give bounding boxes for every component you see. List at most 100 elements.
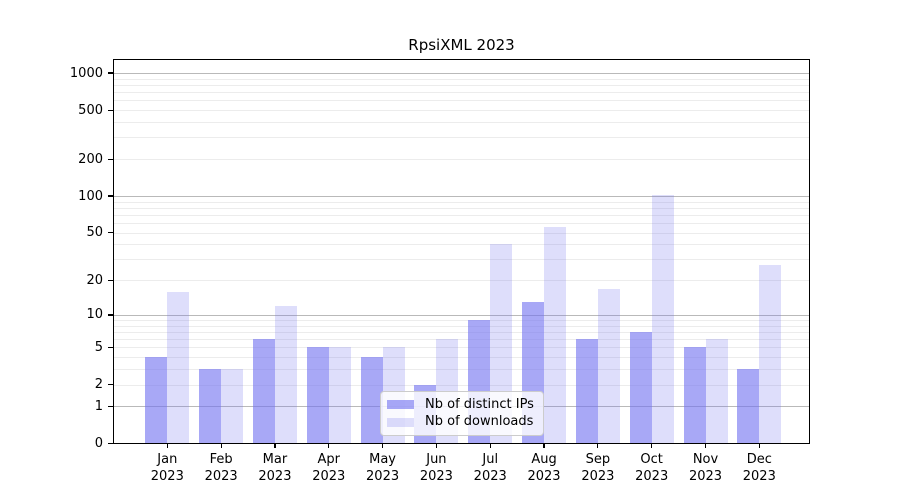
gridline-minor — [113, 384, 810, 386]
x-tick-mark — [328, 443, 330, 448]
legend-item-downloads: Nb of downloads — [387, 414, 537, 431]
y-tick-label: 10 — [86, 307, 103, 323]
y-tick-mark — [108, 405, 113, 407]
legend: Nb of distinct IPs Nb of downloads — [380, 391, 544, 436]
y-tick-mark — [108, 232, 113, 234]
gridline-minor — [113, 332, 810, 333]
gridline-minor — [113, 347, 810, 349]
gridline-minor — [113, 320, 810, 322]
x-tick-mark — [704, 443, 707, 448]
gridline-minor — [113, 110, 810, 112]
legend-label-downloads: Nb of downloads — [425, 414, 534, 430]
y-tick-label: 500 — [78, 102, 103, 118]
x-tick-label: Mar 2023 — [258, 452, 292, 484]
gridline-minor — [113, 357, 810, 359]
y-tick-mark — [108, 195, 113, 197]
gridline-minor — [113, 85, 810, 86]
x-tick-mark — [489, 443, 491, 448]
bar-distinct-ips — [683, 347, 706, 444]
x-tick-mark — [274, 443, 276, 448]
x-tick-label: Feb 2023 — [204, 452, 238, 484]
x-tick-label: Sep 2023 — [581, 452, 615, 484]
x-tick-mark — [381, 443, 384, 448]
x-tick-label: Jan 2023 — [150, 452, 184, 484]
y-tick-mark — [108, 346, 113, 348]
bar-downloads — [221, 369, 244, 444]
y-tick-mark — [108, 442, 113, 445]
bar-downloads — [274, 305, 297, 444]
gridline-minor — [113, 100, 810, 102]
x-tick-label: Oct 2023 — [635, 452, 669, 484]
x-tick-label: Dec 2023 — [742, 452, 776, 484]
gridline-minor — [113, 369, 810, 371]
gridline-minor — [113, 339, 810, 341]
y-tick-mark — [108, 279, 113, 281]
bar-downloads — [705, 339, 728, 444]
bar-distinct-ips — [360, 357, 383, 444]
bar-distinct-ips — [145, 357, 168, 444]
y-tick-label: 2 — [94, 377, 103, 393]
x-tick-mark — [597, 443, 599, 448]
y-tick-mark — [108, 314, 113, 316]
y-tick-mark — [108, 158, 113, 160]
x-tick-label: Apr 2023 — [312, 452, 346, 484]
gridline-minor — [113, 122, 810, 124]
bar-downloads — [544, 226, 567, 444]
y-tick-label: 100 — [78, 188, 103, 204]
gridline-minor — [113, 207, 810, 209]
bar-distinct-ips — [629, 332, 652, 444]
plot-area — [113, 59, 810, 444]
y-tick-label: 20 — [86, 272, 103, 288]
gridline-minor — [113, 201, 810, 203]
bar-downloads — [167, 291, 190, 444]
x-tick-label: Nov 2023 — [688, 452, 723, 484]
bar-distinct-ips — [737, 369, 760, 444]
y-tick-mark — [108, 383, 113, 386]
bar-distinct-ips — [252, 339, 275, 444]
gridline-major — [113, 314, 810, 316]
gridline-minor — [113, 159, 810, 161]
x-tick-mark — [220, 443, 222, 448]
x-tick-label: May 2023 — [366, 452, 400, 484]
gridline-minor — [113, 232, 810, 234]
gridline-major — [113, 73, 810, 75]
gridline-minor — [113, 223, 810, 225]
gridline-minor — [113, 92, 810, 94]
bar-distinct-ips — [575, 339, 598, 444]
x-tick-label: Jul 2023 — [473, 452, 507, 484]
x-tick-mark — [543, 443, 545, 448]
bar-distinct-ips — [199, 369, 222, 444]
y-tick-label: 200 — [78, 151, 103, 167]
gridline-minor — [113, 259, 810, 261]
gridline-minor — [113, 78, 810, 80]
bar-downloads — [651, 194, 674, 444]
x-tick-mark — [651, 443, 653, 448]
legend-swatch-downloads — [387, 417, 414, 427]
y-tick-label: 1000 — [69, 65, 103, 81]
gridline-minor — [113, 280, 810, 282]
y-tick-label: 50 — [86, 225, 103, 241]
bar-downloads — [597, 288, 620, 444]
legend-swatch-distinct-ips — [387, 400, 414, 410]
bar-downloads — [328, 347, 351, 444]
chart-title: RpsiXML 2023 — [408, 36, 515, 54]
x-tick-mark — [435, 443, 437, 448]
y-tick-mark — [108, 72, 113, 74]
bar-layer — [113, 59, 810, 444]
grid-layer — [113, 59, 810, 444]
gridline-minor — [113, 214, 810, 216]
legend-item-distinct-ips: Nb of distinct IPs — [387, 396, 537, 413]
bar-downloads — [759, 264, 782, 444]
gridline-minor — [113, 137, 810, 139]
bar-distinct-ips — [306, 347, 329, 444]
x-tick-label: Jun 2023 — [419, 452, 453, 484]
legend-label-distinct-ips: Nb of distinct IPs — [425, 396, 534, 412]
y-tick-label: 5 — [94, 339, 103, 355]
gridline-minor — [113, 244, 810, 246]
gridline-minor — [113, 325, 810, 327]
y-tick-label: 1 — [94, 398, 103, 414]
x-tick-mark — [166, 443, 168, 448]
x-tick-label: Aug 2023 — [527, 452, 561, 484]
y-tick-label: 0 — [94, 436, 103, 451]
